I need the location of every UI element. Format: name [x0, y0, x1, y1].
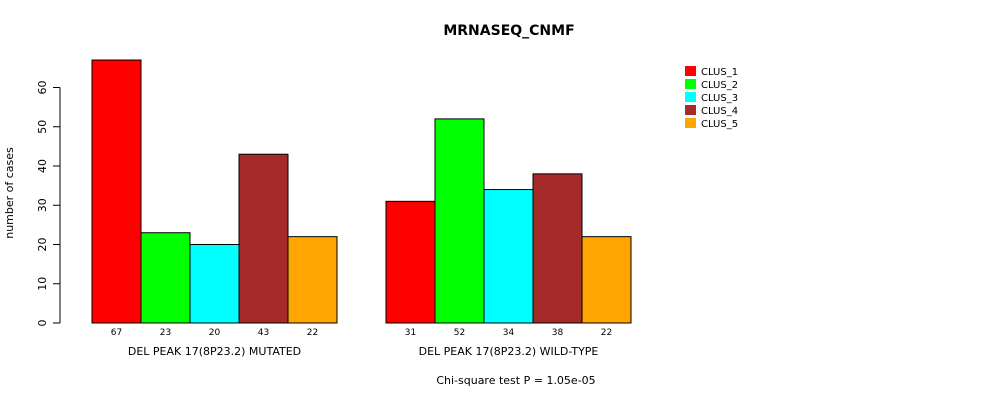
group-labels: DEL PEAK 17(8P23.2) MUTATED DEL PEAK 17(8…: [128, 345, 599, 358]
y-axis: 0 10 20 30 40 50 60: [36, 81, 61, 327]
y-axis-label: number of cases: [3, 147, 16, 239]
y-tick-label: 0: [36, 320, 49, 327]
legend-label: CLUS_4: [701, 106, 738, 117]
bars: [91, 59, 632, 324]
bar-clus-5-group-1: [287, 236, 338, 324]
y-tick-label: 20: [36, 238, 49, 252]
bar-clus-3-group-2: [483, 189, 534, 324]
bar-value-label: 22: [601, 328, 612, 338]
legend-label: CLUS_5: [701, 119, 738, 130]
bar-clus-2-group-1: [140, 232, 191, 324]
bar-value-label: 23: [160, 328, 171, 338]
y-tick-label: 60: [36, 81, 49, 95]
value-labels: 67 23 20 43 22 31 52 34 38 22: [111, 328, 612, 338]
legend-swatch: [685, 79, 696, 89]
y-tick-label: 30: [36, 198, 49, 212]
legend-swatch: [685, 105, 696, 115]
legend-swatch: [685, 118, 696, 128]
legend-label: CLUS_2: [701, 80, 738, 91]
legend-label: CLUS_1: [701, 67, 738, 78]
legend-swatch: [685, 66, 696, 76]
bar-value-label: 43: [258, 328, 269, 338]
bar-clus-1-group-2: [385, 200, 436, 324]
legend: CLUS_1 CLUS_2 CLUS_3 CLUS_4 CLUS_5: [685, 66, 738, 130]
bar-clus-4-group-2: [532, 173, 583, 324]
bar-clus-2-group-2: [434, 118, 485, 324]
bar-clus-3-group-1: [189, 244, 240, 324]
y-tick-label: 50: [36, 120, 49, 134]
y-tick-label: 10: [36, 277, 49, 291]
group-label-1: DEL PEAK 17(8P23.2) MUTATED: [128, 345, 301, 358]
group-label-2: DEL PEAK 17(8P23.2) WILD-TYPE: [419, 345, 599, 358]
bar-value-label: 52: [454, 328, 465, 338]
bar-value-label: 22: [307, 328, 318, 338]
footnote: Chi-square test P = 1.05e-05: [436, 374, 595, 387]
legend-swatch: [685, 92, 696, 102]
bar-value-label: 38: [552, 328, 564, 338]
bar-value-label: 31: [405, 328, 416, 338]
bar-value-label: 34: [503, 328, 515, 338]
y-tick-label: 40: [36, 159, 49, 173]
legend-label: CLUS_3: [701, 93, 738, 104]
bar-clus-5-group-2: [581, 236, 632, 324]
bar-value-label: 67: [111, 328, 122, 338]
chart-title: MRNASEQ_CNMF: [443, 23, 574, 39]
bar-value-label: 20: [209, 328, 221, 338]
bar-clus-4-group-1: [238, 153, 289, 324]
bar-clus-1-group-1: [91, 59, 142, 324]
